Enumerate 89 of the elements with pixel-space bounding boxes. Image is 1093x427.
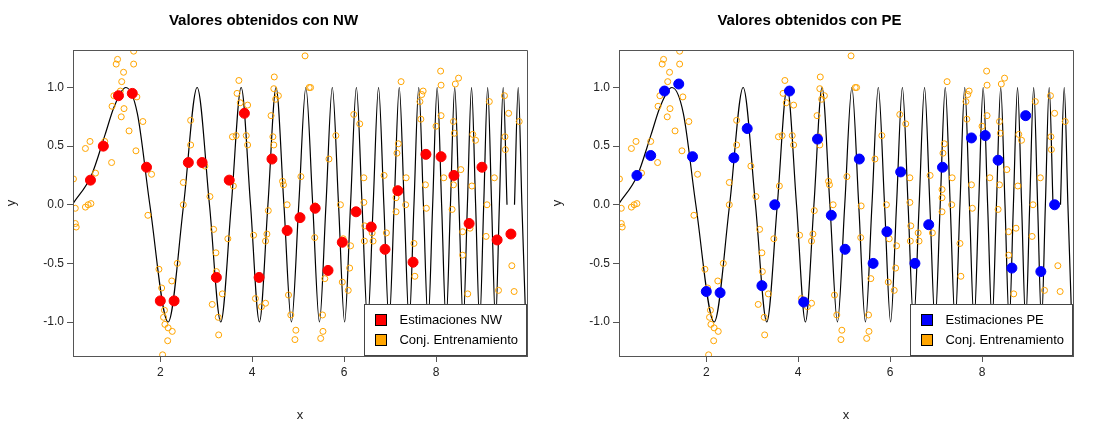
x-axis-title: x: [296, 406, 304, 422]
point: [965, 132, 977, 144]
y-tick-label: 0.0: [593, 197, 611, 212]
point: [825, 209, 837, 221]
point: [141, 161, 153, 173]
point: [309, 202, 321, 214]
legend-label: Estimaciones NW: [399, 311, 503, 329]
point: [1035, 266, 1047, 278]
point: [673, 78, 685, 90]
point: [895, 166, 907, 178]
point: [97, 140, 109, 152]
point: [407, 256, 419, 268]
y-tick-label: 1.0: [47, 79, 65, 94]
point: [881, 226, 893, 238]
x-tick-label: 6: [340, 364, 348, 379]
legend-label: Estimaciones PE: [945, 311, 1044, 329]
point: [867, 257, 879, 269]
point: [1049, 199, 1061, 211]
point: [112, 90, 124, 102]
point: [937, 161, 948, 173]
x-tick-label: 6: [886, 364, 894, 379]
point: [182, 157, 194, 169]
point: [769, 199, 781, 211]
y-axis-title: y: [3, 199, 19, 207]
point: [196, 157, 208, 169]
y-tick-label: 1.0: [593, 79, 611, 94]
x-tick-label: 8: [432, 364, 440, 379]
point: [281, 225, 293, 237]
y-tick-label: -0.5: [589, 255, 611, 270]
legend-label: Conj. Entrenamiento: [399, 331, 518, 349]
x-tick-label: 2: [156, 364, 164, 379]
point: [992, 154, 1004, 166]
point: [223, 174, 235, 186]
point: [84, 174, 96, 186]
point: [923, 219, 935, 231]
point: [1006, 262, 1018, 274]
point: [168, 295, 180, 307]
chart-title: Valores obtenidos con NW: [168, 11, 359, 29]
x-tick-label: 4: [248, 364, 256, 379]
point: [700, 286, 712, 298]
point: [379, 243, 391, 255]
y-axis-title: y: [549, 199, 565, 207]
point: [392, 185, 404, 197]
point: [909, 257, 921, 269]
point: [741, 123, 753, 135]
point: [505, 228, 517, 240]
y-tick-label: 0.5: [47, 138, 65, 153]
point: [645, 150, 657, 162]
point: [853, 153, 865, 165]
point: [798, 296, 810, 308]
point: [756, 280, 768, 292]
legend-label: Conj. Entrenamiento: [945, 331, 1064, 349]
point: [253, 271, 265, 283]
y-tick-label: -1.0: [43, 314, 65, 329]
x-tick-label: 4: [794, 364, 802, 379]
point: [266, 153, 278, 165]
point: [631, 169, 643, 181]
point: [126, 87, 138, 99]
point: [336, 236, 348, 248]
chart-title: Valores obtenidos con PE: [717, 11, 902, 29]
point: [714, 287, 726, 299]
point: [687, 151, 699, 163]
point: [476, 161, 488, 173]
point: [294, 212, 306, 224]
point: [839, 243, 851, 255]
point: [435, 151, 447, 163]
point: [448, 169, 460, 181]
y-tick-label: -0.5: [43, 255, 65, 270]
point: [812, 133, 824, 145]
point: [420, 148, 432, 160]
point: [728, 152, 740, 164]
point: [238, 107, 250, 119]
point: [979, 130, 991, 142]
point: [658, 85, 670, 97]
y-tick-label: -1.0: [589, 314, 611, 329]
point: [783, 85, 795, 97]
point: [154, 295, 166, 307]
point: [350, 206, 362, 218]
x-tick-label: 8: [978, 364, 986, 379]
point: [322, 264, 334, 276]
point: [463, 218, 475, 230]
x-axis-title: x: [842, 406, 850, 422]
point: [491, 234, 503, 246]
x-tick-label: 2: [702, 364, 710, 379]
point: [1020, 110, 1032, 122]
y-tick-label: 0.5: [593, 138, 611, 153]
point: [210, 271, 222, 283]
point: [365, 221, 377, 233]
y-tick-label: 0.0: [47, 197, 65, 212]
